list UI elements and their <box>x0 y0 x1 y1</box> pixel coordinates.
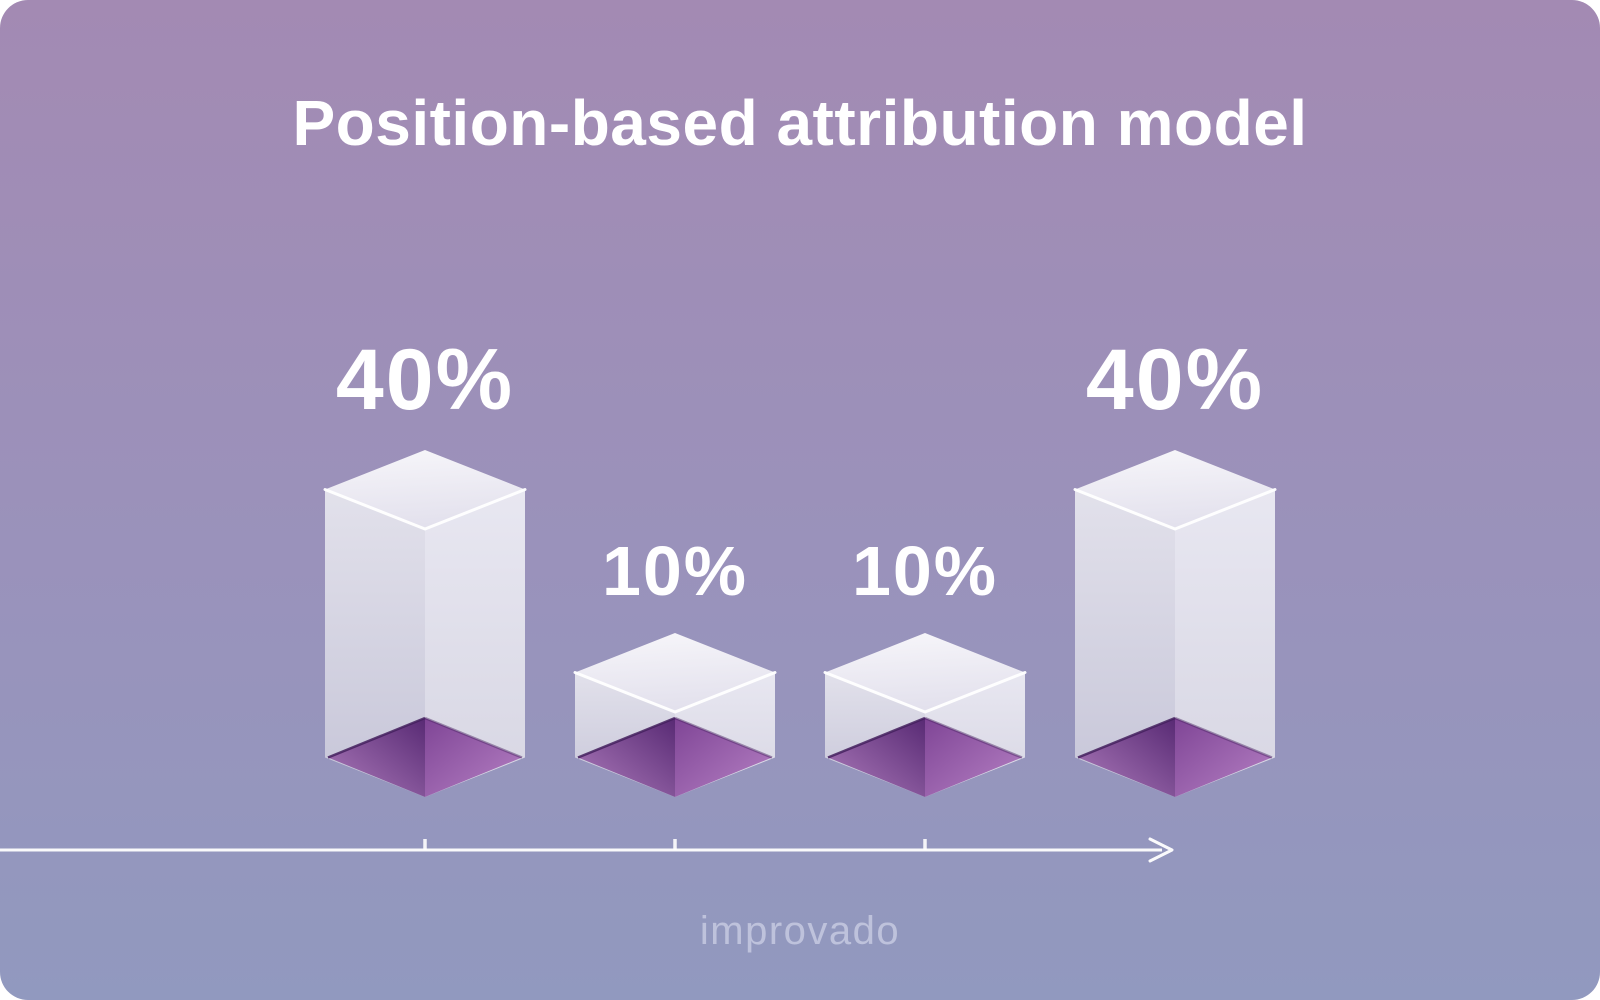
base-edge-shadow-right <box>674 716 773 759</box>
axis-ticks <box>423 839 927 850</box>
improvado-logo: improvado <box>699 909 901 953</box>
base-diamond-left <box>828 718 925 797</box>
top-face-edge-highlight <box>1073 488 1277 531</box>
base-edge-shadow-right <box>1174 716 1273 759</box>
prism-right-face <box>1175 489 1275 797</box>
top-face-edge-highlight <box>323 488 527 531</box>
base-diamond-left <box>578 718 675 797</box>
base-edge-shadow-left <box>827 716 926 759</box>
page-title: Position-based attribution model <box>292 87 1308 159</box>
base-edge-shadow-left <box>327 716 426 759</box>
prism-right-face <box>425 489 525 797</box>
x-axis <box>0 837 1174 863</box>
base-diamond-right <box>675 718 772 797</box>
base-edge-shadow-left <box>1077 716 1176 759</box>
base-diamond-right <box>1175 718 1272 797</box>
base-edge-shadow-right <box>924 716 1023 759</box>
base-diamond-left <box>1078 718 1175 797</box>
base-edge-shadow-left <box>577 716 676 759</box>
prism-left-face <box>325 489 425 797</box>
base-edge-shadow-right <box>424 716 523 759</box>
top-face-edge-highlight <box>573 671 777 714</box>
bar-prism <box>823 633 1027 797</box>
bar-prism <box>323 450 527 797</box>
base-diamond-right <box>425 718 522 797</box>
bar-prism <box>573 633 777 797</box>
base-diamond-right <box>925 718 1022 797</box>
base-diamond-left <box>328 718 425 797</box>
prism-left-face <box>1075 489 1175 797</box>
axis-arrowhead-icon <box>1148 837 1174 863</box>
bars-layer <box>323 450 1277 797</box>
top-face-edge-highlight <box>823 671 1027 714</box>
bar-prism <box>1073 450 1277 797</box>
